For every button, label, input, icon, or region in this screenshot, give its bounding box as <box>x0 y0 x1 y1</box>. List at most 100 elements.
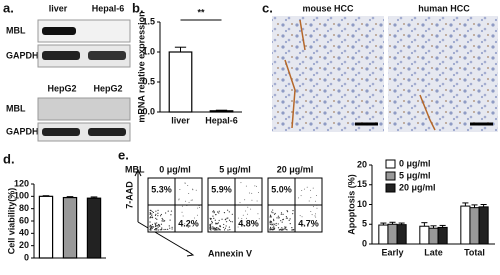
event-dot <box>254 185 256 187</box>
event-dot <box>231 213 233 215</box>
event-dot <box>181 211 183 213</box>
event-dot <box>178 199 180 201</box>
event-dot <box>229 229 231 231</box>
event-dot <box>316 207 318 209</box>
event-dot <box>149 229 151 231</box>
event-dot <box>149 211 151 214</box>
event-dot <box>211 223 213 225</box>
event-dot <box>272 212 274 214</box>
band <box>88 128 126 136</box>
event-dot <box>218 212 220 214</box>
event-dot <box>150 227 152 229</box>
event-dot <box>168 225 170 227</box>
event-dot <box>272 223 274 225</box>
event-dot <box>215 213 217 216</box>
event-dot <box>256 200 258 202</box>
event-dot <box>211 227 213 230</box>
event-dot <box>223 212 226 214</box>
event-dot <box>253 221 255 223</box>
event-dot <box>284 228 286 230</box>
lane-label: liver <box>49 3 68 13</box>
bar <box>209 110 234 113</box>
event-dot <box>274 223 276 225</box>
event-dot <box>312 187 314 189</box>
image-title: human HCC <box>418 3 470 13</box>
event-dot <box>212 226 214 228</box>
event-dot <box>217 227 219 229</box>
event-dot <box>161 217 163 220</box>
event-dot <box>315 194 317 196</box>
event-dot <box>292 209 294 212</box>
event-dot <box>212 210 215 212</box>
y-tick-label: 40 <box>19 228 29 238</box>
event-dot <box>149 225 151 227</box>
event-dot <box>213 217 215 219</box>
event-dot <box>190 199 192 201</box>
event-dot <box>155 217 157 220</box>
bar <box>437 226 448 245</box>
event-dot <box>163 220 165 222</box>
panel-label: d. <box>3 151 15 166</box>
event-dot <box>149 216 152 218</box>
event-dot <box>209 226 212 228</box>
x-tick-label: liver <box>171 115 190 125</box>
event-dot <box>289 218 291 220</box>
event-dot <box>155 225 157 227</box>
bar <box>469 207 480 245</box>
x-tick-label: Total <box>464 247 485 257</box>
event-dot <box>250 208 252 210</box>
blot <box>37 19 131 43</box>
event-dot <box>149 212 152 215</box>
event-dot <box>222 226 225 229</box>
event-dot <box>228 219 231 221</box>
event-dot <box>184 182 186 184</box>
histology-image <box>272 16 384 132</box>
event-dot <box>156 218 158 220</box>
event-dot <box>221 218 223 220</box>
bar <box>419 225 430 245</box>
event-dot <box>188 193 190 195</box>
event-dot <box>169 219 171 221</box>
event-dot <box>157 215 159 217</box>
event-dot <box>211 221 213 223</box>
event-dot <box>161 228 163 230</box>
bar <box>168 51 193 113</box>
event-dot <box>181 205 183 207</box>
band <box>42 51 80 60</box>
quadrant-value: 5.0% <box>271 184 292 194</box>
event-dot <box>257 213 259 215</box>
event-dot <box>245 185 247 187</box>
blot <box>37 97 131 121</box>
event-dot <box>282 213 284 215</box>
event-dot <box>273 225 275 227</box>
event-dot <box>310 197 312 199</box>
event-dot <box>228 211 230 213</box>
event-dot <box>292 229 294 231</box>
bar <box>62 196 78 259</box>
legend-label: 20 μg/ml <box>399 182 436 192</box>
event-dot <box>212 215 214 217</box>
event-dot <box>224 219 226 221</box>
event-dot <box>239 202 241 204</box>
event-dot <box>240 182 242 184</box>
row-label: GAPDH <box>6 50 39 60</box>
event-dot <box>276 217 278 219</box>
event-dot <box>306 223 308 225</box>
bar <box>387 223 398 245</box>
bar <box>396 224 407 245</box>
event-dot <box>309 189 311 191</box>
event-dot <box>151 213 153 215</box>
event-dot <box>219 226 222 228</box>
event-dot <box>269 228 272 230</box>
event-dot <box>280 212 283 214</box>
event-dot <box>269 220 271 222</box>
image-title: mouse HCC <box>302 3 354 13</box>
event-dot <box>185 200 187 202</box>
event-dot <box>223 229 226 231</box>
event-dot <box>285 228 287 231</box>
panel-label: a. <box>3 0 14 15</box>
event-dot <box>245 217 247 219</box>
event-dot <box>179 189 181 191</box>
event-dot <box>280 220 282 222</box>
event-dot <box>258 218 260 220</box>
